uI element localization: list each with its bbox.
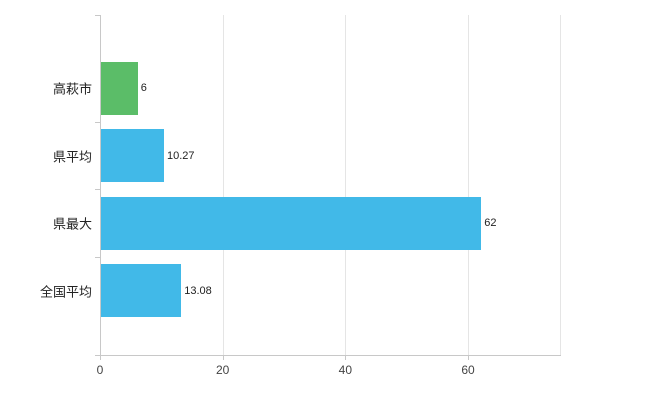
- gridline-x-60: [468, 15, 469, 355]
- bar-1: [101, 129, 164, 182]
- bar-3: [101, 264, 182, 317]
- y-tick-mark: [95, 189, 100, 191]
- y-tick-mark: [95, 256, 100, 258]
- bar-0: [101, 61, 138, 115]
- x-tick-mark: [100, 355, 101, 360]
- gridline-right-edge: [560, 15, 561, 355]
- category-label: 県最大: [52, 216, 92, 232]
- category-label: 全国平均: [39, 284, 92, 299]
- x-tick-label: 40: [338, 363, 353, 377]
- value-label: 13.08: [184, 284, 212, 297]
- gridline-x-20: [222, 15, 224, 355]
- y-tick-mark: [95, 121, 100, 123]
- x-tick-mark: [222, 355, 224, 360]
- x-tick-mark: [468, 355, 469, 360]
- bar-2: [101, 196, 482, 250]
- y-axis-line: [100, 15, 101, 355]
- y-tick-mark: [95, 15, 100, 16]
- x-tick-label: 0: [96, 363, 104, 377]
- x-tick-label: 60: [461, 363, 475, 377]
- gridline-x-40: [345, 15, 347, 355]
- x-axis-line: [100, 355, 561, 356]
- x-tick-label: 20: [215, 363, 230, 377]
- x-tick-mark: [345, 355, 347, 360]
- category-label: 高萩市: [52, 81, 92, 97]
- value-label: 6: [140, 82, 147, 94]
- category-label: 県平均: [52, 149, 92, 164]
- value-label: 10.27: [166, 149, 195, 162]
- y-tick-mark: [95, 355, 100, 356]
- value-label: 62: [484, 217, 497, 229]
